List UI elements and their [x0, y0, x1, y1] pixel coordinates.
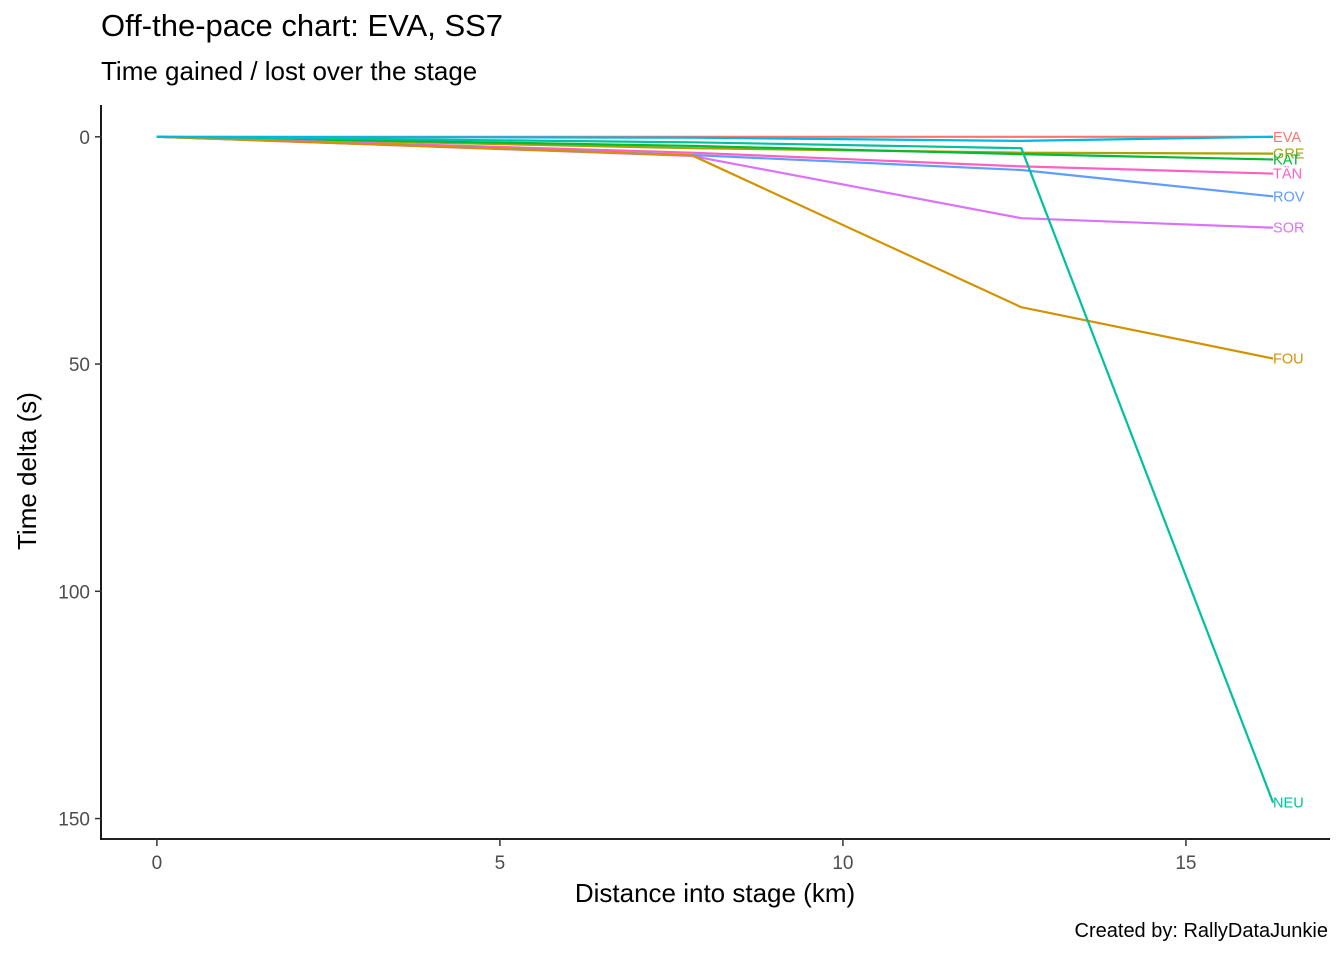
y-tick-label: 150 — [58, 810, 90, 831]
series-line-sor — [156, 135, 1274, 229]
y-axis-title: Time delta (s) — [12, 392, 42, 550]
x-tick-label: 15 — [1175, 853, 1196, 874]
series-lines — [156, 135, 1275, 803]
y-tick-label: 50 — [69, 355, 90, 376]
x-tick-label: 5 — [495, 853, 506, 874]
x-tick-label: 10 — [832, 853, 853, 874]
chart-subtitle: Time gained / lost over the stage — [101, 56, 478, 86]
y-axis-ticks: 0 50 100 150 — [58, 128, 102, 831]
series-line-fou — [156, 135, 1274, 360]
series-label-eva: EVA — [1273, 130, 1301, 146]
x-axis-ticks: 0 5 10 15 — [152, 839, 1197, 874]
chart-caption: Created by: RallyDataJunkie — [1074, 920, 1328, 942]
series-line-unlabelled — [156, 135, 1274, 142]
y-tick-label: 100 — [58, 582, 90, 603]
series-label-sor: SOR — [1273, 221, 1304, 237]
series-label-gre: GRE — [1273, 147, 1305, 163]
series-line-kat — [156, 135, 1274, 161]
series-label-kat: KAT — [1273, 153, 1300, 169]
chart-title: Off-the-pace chart: EVA, SS7 — [101, 8, 504, 43]
series-label-fou: FOU — [1273, 352, 1304, 368]
series-label-neu: NEU — [1273, 796, 1304, 812]
series-label-rov: ROV — [1273, 189, 1305, 205]
x-axis-title: Distance into stage (km) — [575, 878, 855, 908]
series-label-tän: TÄN — [1273, 166, 1302, 183]
x-tick-label: 0 — [152, 853, 163, 874]
y-tick-label: 0 — [79, 128, 90, 149]
series-line-tän — [156, 135, 1274, 175]
series-line-neu — [156, 135, 1275, 803]
